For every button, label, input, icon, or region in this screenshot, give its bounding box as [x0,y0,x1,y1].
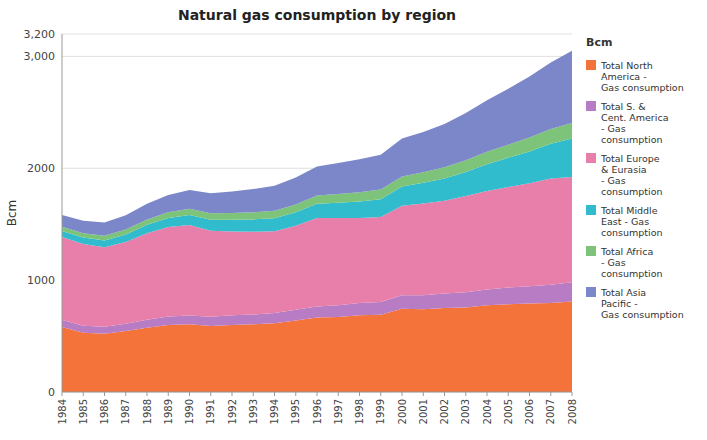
grid [62,34,572,392]
x-tick-label: 1996 [312,399,323,424]
x-tick [508,392,509,396]
y-axis-line [62,34,63,392]
x-tick [189,392,190,396]
x-tick-label: 1991 [205,399,216,424]
x-tick [210,392,211,396]
x-tick [125,392,126,396]
chart: Natural gas consumption by region Bcm 0 100… [0,0,707,440]
legend-label: Total AsiaPacific -Gas consumption [600,287,684,320]
legend-swatch [586,246,596,256]
x-tick-label: 2004 [482,399,493,424]
x-tick-label: 1994 [269,399,280,424]
legend: Bcm Total NorthAmerica -Gas consumption To… [586,36,684,320]
x-tick [168,392,169,396]
x-tick-label: 1987 [120,399,131,424]
x-tick [274,392,275,396]
y-axis-label: Bcm [5,200,19,227]
y-tick-label: 3,200 [24,28,56,41]
grid-line [62,34,572,35]
x-tick [295,392,296,396]
x-tick-label: 1989 [163,399,174,424]
legend-label: Total S. &Cent. America- Gasconsumption [600,101,668,145]
x-tick-label: 1999 [375,399,386,424]
x-tick [104,392,105,396]
x-tick [529,392,530,396]
legend-swatch [586,60,596,70]
x-tick-label: 2008 [567,399,578,424]
x-tick-label: 2001 [418,399,429,424]
x-tick-label: 1985 [78,399,89,424]
legend-label: Total Europe& Eurasia- Gasconsumption [600,153,663,197]
x-tick [83,392,84,396]
x-tick-label: 2006 [524,399,535,424]
x-tick-label: 2002 [439,399,450,424]
legend-label: Total Africa- Gasconsumption [600,246,663,279]
x-tick [423,392,424,396]
x-tick-label: 1988 [142,399,153,424]
y-tick-label: 0 [48,386,55,399]
x-tick [147,392,148,396]
x-tick-label: 1997 [333,399,344,424]
x-tick-label: 1993 [248,399,259,424]
x-tick-label: 1986 [99,399,110,424]
x-tick-label: 2003 [460,399,471,424]
x-tick [338,392,339,396]
x-tick-label: 2007 [545,399,556,424]
x-tick-label: 2000 [397,399,408,424]
y-tick-label: 3,000 [24,50,56,63]
x-tick [380,392,381,396]
x-tick-label: 1990 [184,399,195,424]
legend-title: Bcm [586,36,612,49]
x-tick-label: 1992 [227,399,238,424]
x-tick [465,392,466,396]
x-tick [444,392,445,396]
legend-swatch [586,153,596,163]
x-tick [232,392,233,396]
x-tick [402,392,403,396]
x-tick [550,392,551,396]
legend-swatch [586,205,596,215]
legend-label: Total MiddleEast - Gasconsumption [600,205,663,238]
x-tick [572,392,573,396]
legend-label: Total NorthAmerica -Gas consumption [600,60,684,93]
grid-line [62,56,572,57]
x-tick-label: 2005 [503,399,514,424]
x-tick-label: 1998 [354,399,365,424]
y-tick-label: 2000 [27,162,55,175]
legend-swatch [586,101,596,111]
x-tick-label: 1995 [290,399,301,424]
x-tick [359,392,360,396]
legend-swatch [586,287,596,297]
area [62,51,572,236]
y-tick-label: 1000 [27,274,55,287]
x-tick-label: 1984 [57,399,68,424]
x-tick [317,392,318,396]
title: Natural gas consumption by region [178,7,456,23]
x-tick [253,392,254,396]
x-tick [487,392,488,396]
x-tick [62,392,63,396]
areas [62,51,572,392]
